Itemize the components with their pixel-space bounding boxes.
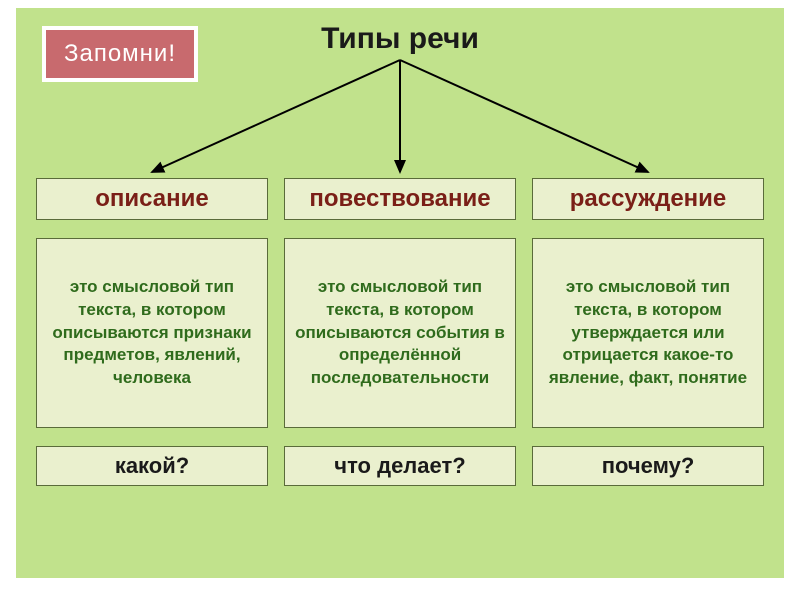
question-box: какой?	[36, 446, 268, 486]
column-description: описание это смысловой тип текста, в кот…	[36, 178, 268, 486]
remember-badge-text: Запомни!	[64, 40, 176, 68]
arrow-line	[400, 60, 648, 172]
definition-box: это смысловой тип текста, в котором утве…	[532, 238, 764, 428]
diagram-title: Типы речи	[321, 22, 479, 56]
type-label: повествование	[284, 178, 516, 220]
diagram-stage: Типы речи Запомни! описание это смыслово…	[16, 8, 784, 578]
definition-box: это смысловой тип текста, в котором опис…	[284, 238, 516, 428]
question-box: что делает?	[284, 446, 516, 486]
type-label: рассуждение	[532, 178, 764, 220]
question-box: почему?	[532, 446, 764, 486]
definition-box: это смысловой тип текста, в котором опис…	[36, 238, 268, 428]
column-narration: повествование это смысловой тип текста, …	[284, 178, 516, 486]
remember-badge: Запомни!	[42, 26, 198, 82]
column-reasoning: рассуждение это смысловой тип текста, в …	[532, 178, 764, 486]
type-label: описание	[36, 178, 268, 220]
arrow-lines	[152, 60, 648, 172]
